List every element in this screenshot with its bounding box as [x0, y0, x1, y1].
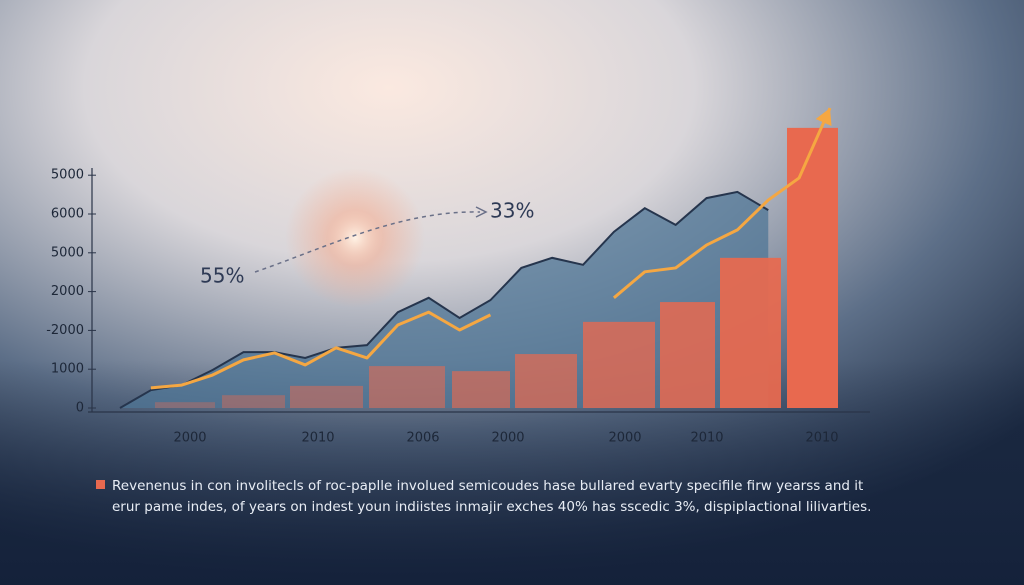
bar — [660, 302, 715, 408]
y-tick-label: -2000 — [46, 323, 84, 338]
y-tick-label: 5000 — [51, 168, 84, 183]
bar — [515, 354, 577, 408]
x-tick-label: 2000 — [173, 431, 206, 446]
bar — [222, 395, 285, 408]
bar — [452, 371, 510, 408]
glow — [285, 168, 425, 308]
x-tick-label: 2010 — [301, 431, 334, 446]
bar — [787, 127, 838, 408]
x-tick-label: 2000 — [491, 431, 524, 446]
annotation-arrow — [475, 206, 488, 218]
y-tick-label: 2000 — [51, 284, 84, 299]
caption-marker — [96, 480, 105, 489]
line — [150, 310, 492, 390]
y-tick-label: 1000 — [51, 362, 84, 377]
bar — [290, 385, 363, 408]
bar — [155, 402, 215, 408]
y-tick-label: 5000 — [51, 245, 84, 260]
bar — [369, 366, 445, 408]
annotation-curve — [254, 211, 481, 273]
x-tick-label: 2010 — [805, 431, 838, 446]
y-tick-label: 6000 — [51, 207, 84, 222]
area-outline — [119, 190, 769, 409]
annotation: 33% — [490, 199, 534, 223]
y-tick-label: 0 — [76, 401, 84, 416]
arrow-head — [815, 108, 832, 127]
caption: Revenenus in con involitecls of roc-papl… — [112, 478, 863, 494]
bar — [720, 257, 781, 408]
x-tick-label: 2010 — [690, 431, 723, 446]
plot: 0 1000 -2000 2000 5000 6000 5000 2000 2010 2006 20… — [46, 107, 870, 446]
x-tick-label: 2006 — [406, 431, 439, 446]
annotation: 55% — [200, 264, 244, 288]
x-tick-label: 2000 — [608, 431, 641, 446]
caption: erur pame indes, of years on indest youn… — [112, 499, 871, 515]
line — [612, 107, 832, 299]
bar — [583, 321, 655, 408]
